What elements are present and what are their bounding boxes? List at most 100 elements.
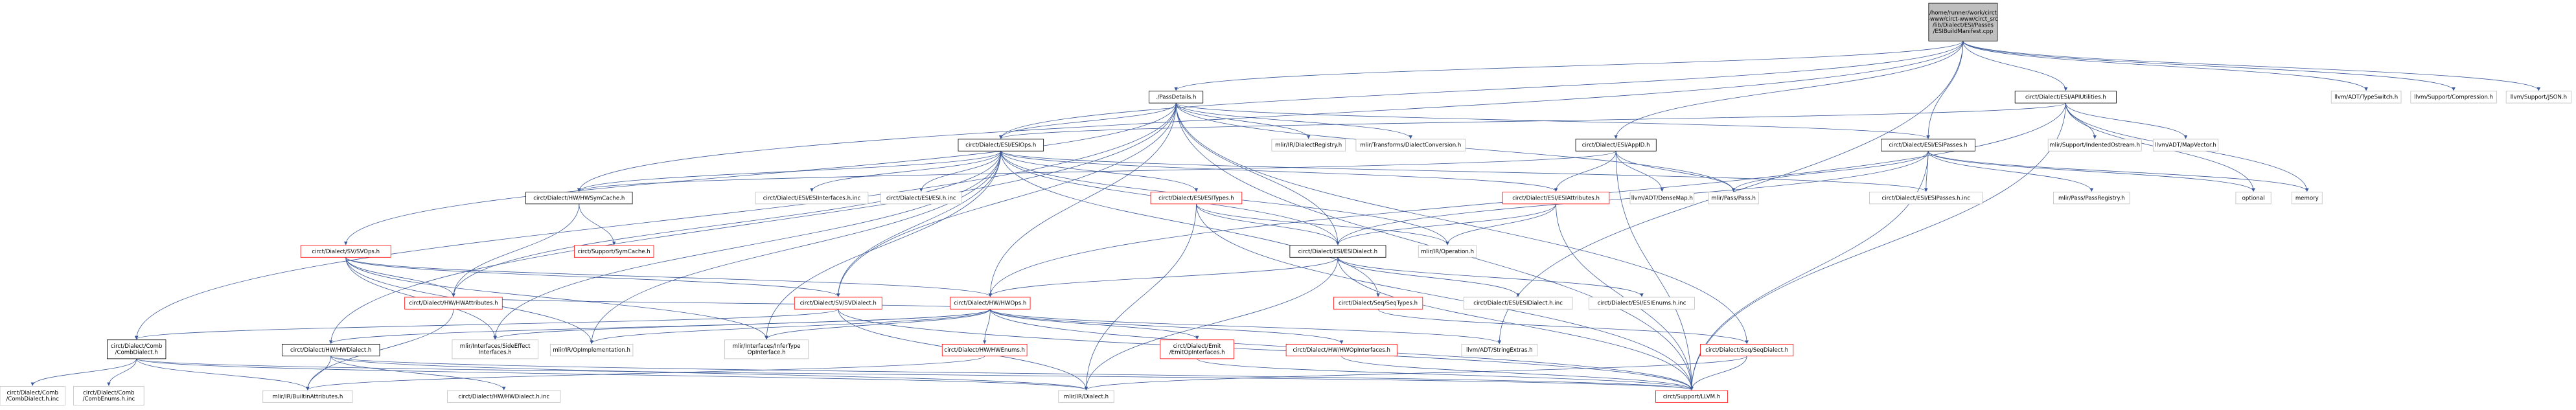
node-operation[interactable]: mlir/IR/Operation.h (1418, 245, 1477, 258)
node-box (73, 385, 144, 405)
node-combenumshinc[interactable]: circt/Dialect/Comb/CombEnums.h.inc (73, 385, 144, 405)
node-json[interactable]: llvm/Support/JSON.h (2505, 91, 2571, 104)
node-esihinc[interactable]: circt/Dialect/ESI/ESI.h.inc (880, 192, 962, 205)
node-box (2291, 192, 2323, 205)
edge-passdetails-to-hwops (988, 103, 1177, 297)
node-label: mlir/IR/Operation.h (1421, 249, 1474, 255)
edge-esiops-to-seqtypes (1000, 151, 1380, 297)
edge-root-to-passdetails (1174, 41, 1964, 91)
edge-passdetails-to-seqdialect (1175, 103, 1749, 344)
node-label: circt/Dialect/Comb (6, 390, 58, 396)
node-box (404, 297, 503, 310)
node-box (0, 385, 65, 405)
node-box (1271, 139, 1346, 152)
node-esidialect[interactable]: circt/Dialect/ESI/ESIDialect.h (1289, 245, 1386, 258)
edge-esiattributes-to-operation (1445, 203, 1556, 245)
node-label: circt/Dialect/ESI/ESIDialect.h.inc (1473, 301, 1563, 307)
node-esipassesinc[interactable]: circt/Dialect/ESI/ESIPasses.h.inc (1869, 192, 1983, 205)
node-combdialect[interactable]: circt/Dialect/Comb/CombDialect.h (107, 339, 167, 359)
node-combdialecthinc[interactable]: circt/Dialect/Comb/CombDialect.h.inc (0, 385, 65, 405)
edge-combdialect-to-mlirdialect (136, 358, 1088, 391)
edge-root-to-appid (1614, 41, 1964, 139)
node-typeswitch[interactable]: llvm/ADT/TypeSwitch.h (2330, 91, 2402, 104)
node-label: llvm/ADT/StringExtras.h (1466, 347, 1533, 354)
node-esidialectinc[interactable]: circt/Dialect/ESI/ESIDialect.h.inc (1463, 297, 1573, 310)
node-emitopinterfaces[interactable]: circt/Dialect/Emit/EmitOpInterfaces.h (1160, 339, 1234, 359)
node-hwattributes[interactable]: circt/Dialect/HW/HWAttributes.h (404, 297, 503, 310)
node-label: circt/Dialect/HW/HWSymCache.h (533, 195, 625, 201)
node-dialectconversion[interactable]: mlir/Transforms/DialectConversion.h (1355, 139, 1466, 152)
node-builtinattributes[interactable]: mlir/IR/BuiltinAttributes.h (262, 390, 353, 403)
node-esienumsinc[interactable]: circt/Dialect/ESI/ESIEnums.h.inc (1589, 297, 1695, 310)
edge-esiops-to-hwsymcache (577, 150, 1002, 192)
node-opimpl[interactable]: mlir/IR/OpImplementation.h (549, 343, 634, 357)
edge-appid-to-hwsymcache (577, 150, 1616, 192)
node-label: llvm/ADT/DenseMap.h (1631, 195, 1693, 201)
node-box (724, 339, 809, 359)
node-label: /CombEnums.h.inc (83, 396, 135, 402)
node-hwops[interactable]: circt/Dialect/HW/HWOps.h (950, 297, 1031, 310)
node-esipasses[interactable]: circt/Dialect/ESI/ESIPasses.h (1881, 139, 1975, 152)
edge-esiops-to-sideeffect (493, 151, 1002, 340)
edge-passdetails-to-dialectregistry (1175, 103, 1311, 139)
edge-appid-to-densemap (1615, 151, 1664, 192)
node-seqtypes[interactable]: circt/Dialect/Seq/SeqTypes.h (1333, 297, 1423, 310)
edge-passdetails-to-hwdialect (328, 103, 1177, 344)
node-optional[interactable]: optional (2235, 192, 2271, 205)
node-label: circt/Dialect/ESI/AppID.h (1582, 142, 1650, 149)
node-root[interactable]: /home/runner/work/circt-www/circt-www/ci… (1928, 3, 1998, 41)
node-label: mlir/Pass/PassRegistry.h (2058, 195, 2125, 201)
node-stringextras[interactable]: llvm/ADT/StringExtras.h (1461, 343, 1538, 357)
edge-hwenums-to-builtinattributes (306, 356, 985, 391)
node-compression[interactable]: llvm/Support/Compression.h (2410, 91, 2497, 104)
edge-hwattributes-to-builtinattributes (306, 309, 454, 391)
node-esitypes[interactable]: circt/Dialect/ESI/ESITypes.h (1150, 192, 1243, 205)
node-label: circt/Dialect/ESI/ESIEnums.h.inc (1598, 301, 1686, 307)
node-esiattributes[interactable]: circt/Dialect/ESI/ESIAttributes.h (1502, 192, 1610, 205)
node-hwsymcache[interactable]: circt/Dialect/HW/HWSymCache.h (525, 192, 633, 205)
edge-root-to-compression (1962, 41, 2455, 91)
edge-apiutil-to-esiops (999, 102, 2066, 139)
node-hwdialecthinc[interactable]: circt/Dialect/HW/HWDialect.h.inc (447, 390, 561, 403)
edge-hwdialect-to-mlirdialect (330, 356, 1088, 391)
node-svdialect[interactable]: circt/Dialect/SV/SVDialect.h (794, 297, 882, 310)
edge-esiops-to-esihinc (919, 151, 1002, 192)
node-passregistry[interactable]: mlir/Pass/PassRegistry.h (2053, 192, 2130, 205)
node-mapvector[interactable]: llvm/ADT/MapVector.h (2152, 139, 2219, 152)
node-label: memory (2295, 195, 2319, 201)
node-box (573, 245, 654, 258)
node-esiinterfacesinc[interactable]: circt/Dialect/ESI/ESIInterfaces.h.inc (755, 192, 869, 205)
node-hwenums[interactable]: circt/Dialect/HW/HWEnums.h (941, 343, 1028, 357)
node-label: ./PassDetails.h (1156, 95, 1197, 101)
edge-esiops-to-esiattributes (1000, 150, 1558, 192)
node-box (1502, 192, 1610, 205)
node-box (525, 192, 633, 205)
node-esiops[interactable]: circt/Dialect/ESI/ESIOps.h (958, 139, 1044, 152)
node-densemap[interactable]: llvm/ADT/DenseMap.h (1629, 192, 1695, 205)
edge-hwsymcache-to-symcache (579, 203, 616, 245)
node-indentedostream[interactable]: mlir/Support/IndentedOstream.h (2047, 139, 2142, 152)
node-box (1463, 297, 1573, 310)
edge-root-to-apiutil (1962, 41, 2068, 91)
node-mlirdialect[interactable]: mlir/IR/Dialect.h (1058, 390, 1114, 403)
node-dialectregistry[interactable]: mlir/IR/DialectRegistry.h (1271, 139, 1346, 152)
node-appid[interactable]: circt/Dialect/ESI/AppID.h (1575, 139, 1657, 152)
edge-seqdialect-to-llvmh (1690, 356, 1747, 391)
node-pass[interactable]: mlir/Pass/Pass.h (1708, 192, 1759, 205)
node-label: circt/Dialect/Emit (1173, 343, 1222, 350)
edge-svops-to-svdialect (345, 256, 840, 297)
node-apiutil[interactable]: circt/Dialect/ESI/APIUtilities.h (2014, 91, 2117, 104)
node-box (2505, 91, 2571, 104)
node-label: circt/Dialect/ESI/APIUtilities.h (2025, 95, 2106, 101)
node-passdetails[interactable]: ./PassDetails.h (1149, 91, 1204, 104)
node-hwopinterfaces[interactable]: circt/Dialect/HW/HWOpInterfaces.h (1285, 343, 1397, 357)
node-seqdialect[interactable]: circt/Dialect/Seq/SeqDialect.h (1700, 343, 1794, 357)
node-symcache[interactable]: circt/Support/SymCache.h (573, 245, 654, 258)
node-llvmh[interactable]: circt/Support/LLVM.h (1655, 390, 1728, 403)
node-memory[interactable]: memory (2291, 192, 2323, 205)
node-box (2053, 192, 2130, 205)
node-hwdialect[interactable]: circt/Dialect/HW/HWDialect.h (281, 343, 380, 357)
node-svops[interactable]: circt/Dialect/SV/SVOps.h (300, 245, 391, 258)
